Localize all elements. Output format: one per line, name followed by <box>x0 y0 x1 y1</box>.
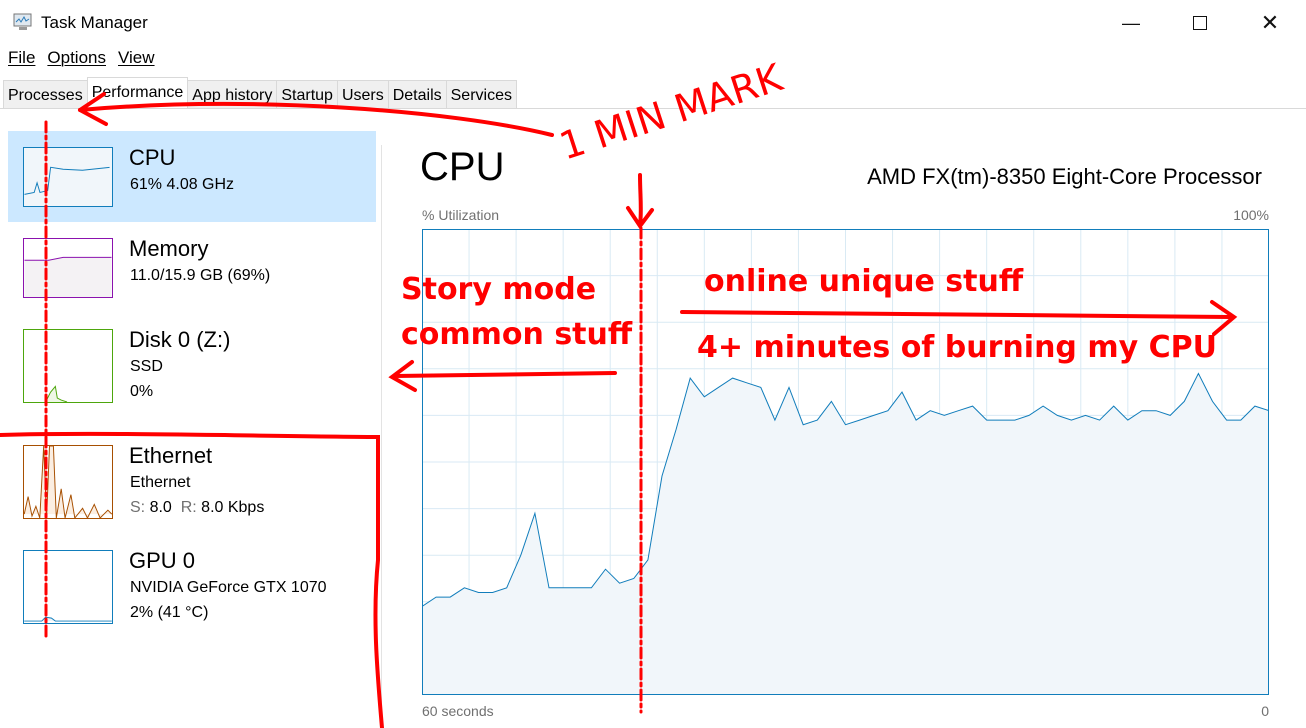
tab-processes[interactable]: Processes <box>3 80 88 109</box>
minimize-button[interactable]: — <box>1108 0 1154 46</box>
cpu-area-fill <box>422 373 1269 695</box>
sidebar-item-memory[interactable]: Memory 11.0/15.9 GB (69%) <box>8 222 376 313</box>
x-right-label: 0 <box>1261 703 1269 719</box>
page-title: CPU <box>420 145 505 189</box>
sidebar-item-detail: Ethernet <box>130 474 191 491</box>
receive-value: 8.0 Kbps <box>201 499 265 516</box>
menu-bar: File Options View <box>0 48 155 74</box>
menu-file[interactable]: File <box>8 48 36 67</box>
window-title: Task Manager <box>41 13 148 32</box>
task-manager-icon <box>13 13 32 30</box>
sidebar-item-name: GPU 0 <box>129 548 196 573</box>
sidebar-item-detail: 61% 4.08 GHz <box>130 176 235 193</box>
tab-users[interactable]: Users <box>336 80 389 109</box>
y-max-label: 100% <box>1233 207 1269 223</box>
disk-thumbnail-graph <box>23 329 113 403</box>
sidebar-item-name: Memory <box>129 236 209 261</box>
send-label: S: <box>130 499 146 516</box>
tab-performance[interactable]: Performance <box>86 77 189 109</box>
tab-services[interactable]: Services <box>445 80 517 109</box>
down-arrow-icon <box>626 173 654 230</box>
title-bar: Task Manager — ✕ <box>0 0 1306 46</box>
pane-divider[interactable] <box>381 145 382 728</box>
sidebar-item-usage: 0% <box>130 383 154 400</box>
y-axis-label: % Utilization <box>422 207 500 223</box>
gpu-thumbnail-graph <box>23 550 113 624</box>
send-value: 8.0 <box>149 499 172 516</box>
x-left-label: 60 seconds <box>422 703 494 719</box>
sidebar-item-detail: 11.0/15.9 GB (69%) <box>130 267 271 284</box>
tab-bar: Processes Performance App history Startu… <box>3 77 517 109</box>
sidebar-item-name: Disk 0 (Z:) <box>129 327 231 352</box>
sidebar-item-detail: SSD <box>130 358 163 375</box>
tab-startup[interactable]: Startup <box>276 80 338 109</box>
receive-label: R: <box>180 499 197 516</box>
tab-details[interactable]: Details <box>387 80 447 109</box>
menu-view[interactable]: View <box>118 48 155 67</box>
tab-app-history[interactable]: App history <box>187 80 278 109</box>
minimize-icon: — <box>1122 12 1140 33</box>
sidebar-item-name: CPU <box>129 145 176 170</box>
min-mark-note: 1 MIN MARK <box>554 55 788 169</box>
ethernet-thumbnail-graph <box>23 445 113 519</box>
cpu-thumbnail-graph <box>23 147 113 207</box>
maximize-icon <box>1193 16 1207 30</box>
sidebar-item-gpu[interactable]: GPU 0 NVIDIA GeForce GTX 1070 2% (41 °C) <box>8 534 376 625</box>
tab-divider <box>0 108 1306 109</box>
processor-name: AMD FX(tm)-8350 Eight-Core Processor <box>867 164 1262 189</box>
memory-thumbnail-graph <box>23 238 113 298</box>
menu-options[interactable]: Options <box>47 48 106 67</box>
close-icon: ✕ <box>1260 10 1280 35</box>
maximize-button[interactable] <box>1177 0 1223 46</box>
sidebar-item-cpu[interactable]: CPU 61% 4.08 GHz <box>8 131 376 222</box>
sidebar-item-disk[interactable]: Disk 0 (Z:) SSD 0% <box>8 313 376 404</box>
cpu-utilization-chart <box>422 229 1269 695</box>
sidebar-item-detail: NVIDIA GeForce GTX 1070 <box>130 579 327 596</box>
sidebar-item-ethernet[interactable]: Ethernet Ethernet S: 8.0 R: 8.0 Kbps <box>8 429 376 520</box>
cpu-series-line <box>422 372 1269 607</box>
sidebar-item-usage: 2% (41 °C) <box>130 604 209 621</box>
close-button[interactable]: ✕ <box>1247 0 1293 46</box>
chart-border <box>422 229 1269 695</box>
sidebar-item-throughput: S: 8.0 R: 8.0 Kbps <box>130 499 264 517</box>
sidebar-item-name: Ethernet <box>129 443 213 468</box>
